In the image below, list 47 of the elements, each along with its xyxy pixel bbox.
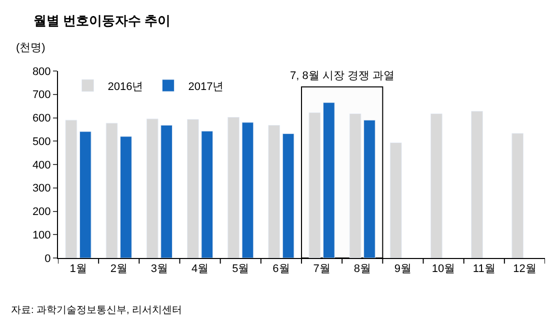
x-tick-label: 6월 — [272, 263, 290, 276]
bar — [106, 122, 118, 258]
bar — [322, 102, 335, 258]
x-tick-label: 7월 — [313, 263, 330, 276]
chart-title: 월별 번호이동자수 추이 — [33, 13, 171, 28]
bar — [201, 130, 214, 258]
bar — [187, 119, 199, 258]
bar — [282, 133, 294, 258]
x-tick-label: 12월 — [513, 263, 536, 276]
y-tick-label: 700 — [32, 89, 51, 102]
bar — [471, 110, 483, 258]
x-tick-label: 4월 — [191, 263, 209, 276]
x-tick-label: 11월 — [472, 263, 496, 276]
text: 자료: 과학기술정보통신부, 리서치센터 — [11, 305, 182, 316]
x-tick-label: 9월 — [394, 263, 412, 276]
bar — [160, 124, 172, 258]
bar — [120, 136, 132, 258]
bar — [228, 117, 240, 258]
y-tick-label: 100 — [32, 229, 51, 242]
x-tick-label: 10월 — [432, 263, 456, 276]
bar — [430, 114, 442, 258]
y-tick-label: 400 — [32, 159, 51, 172]
x-tick-label: 8월 — [354, 263, 371, 276]
bar — [65, 120, 78, 258]
y-tick-label: 0 — [44, 252, 51, 265]
y-tick-label: 200 — [32, 206, 51, 218]
y-axis-title: (천명) — [16, 42, 46, 54]
y-tick-label: 500 — [32, 136, 51, 148]
bar — [146, 118, 158, 258]
bar — [308, 112, 321, 258]
y-tick-label: 800 — [32, 66, 51, 78]
band-label: 7, 8월 시장 경쟁 과열 — [290, 70, 395, 82]
bar — [364, 120, 376, 258]
x-tick-label: 2월 — [110, 263, 128, 276]
y-tick-label: 300 — [32, 182, 51, 195]
x-tick-label: 1월 — [70, 263, 87, 276]
bar — [512, 133, 524, 258]
bar — [79, 131, 92, 258]
x-tick-label: 5월 — [232, 263, 250, 276]
legend-label: 2016년 — [108, 80, 144, 93]
bar — [349, 114, 362, 258]
y-tick-label: 600 — [32, 112, 51, 125]
bar — [268, 124, 280, 258]
x-tick-label: 3월 — [150, 263, 168, 276]
legend-label: 2017년 — [188, 80, 224, 93]
bar — [390, 142, 402, 258]
bar — [242, 122, 254, 258]
